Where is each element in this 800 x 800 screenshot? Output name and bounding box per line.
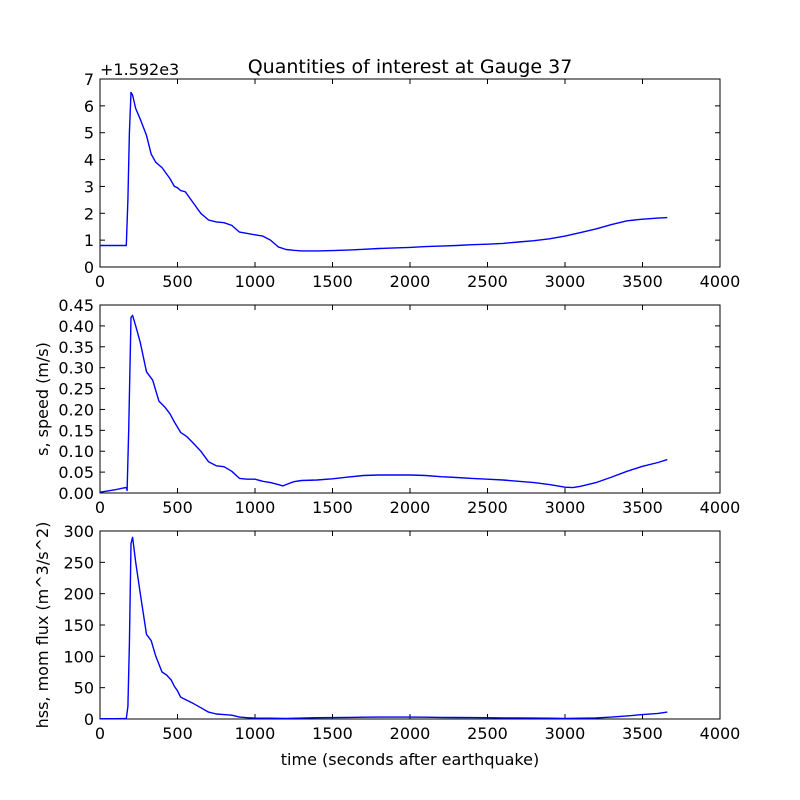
y-tick-label: 0.20	[58, 400, 94, 419]
chart-panel-1: 0 500 1000 1500 2000 2500 3000 3500 4000 0 1 2 3 4 5 6 7…	[84, 60, 741, 291]
y-tick-label: 0.25	[58, 380, 94, 399]
y-offset-label: +1.592e3	[100, 60, 179, 79]
x-tick-label: 1000	[235, 724, 276, 743]
y-tick-label: 300	[63, 522, 94, 541]
y-tick-label: 6	[84, 97, 94, 116]
x-tick-label: 2000	[390, 724, 431, 743]
y-tick-label: 0.30	[58, 359, 94, 378]
y-tick-label: 0	[84, 710, 94, 729]
x-tick-label: 4000	[700, 724, 741, 743]
y-tick-label: 0.45	[58, 296, 94, 315]
x-tick-label: 2500	[467, 724, 508, 743]
series-line	[100, 91, 668, 252]
plot-frame	[99, 530, 721, 720]
x-tick-label: 3000	[545, 272, 586, 291]
y-tick-label: 3	[84, 177, 94, 196]
y-tick-label: 4	[84, 151, 94, 170]
series-line	[100, 536, 668, 720]
x-tick-label: 0	[95, 498, 105, 517]
y-tick-label: 2	[84, 204, 94, 223]
x-tick-label: 3000	[545, 724, 586, 743]
y-tick-label: 0.10	[58, 442, 94, 461]
x-tick-label: 1500	[312, 272, 353, 291]
y-axis-label: s, speed (m/s)	[33, 342, 52, 456]
x-tick-label: 500	[162, 498, 193, 517]
y-tick-label: 0.05	[58, 463, 94, 482]
y-tick-label: 0.00	[58, 484, 94, 503]
y-tick-label: 50	[74, 679, 94, 698]
x-tick-label: 1500	[312, 498, 353, 517]
x-tick-label: 2000	[390, 498, 431, 517]
x-tick-label: 1000	[235, 272, 276, 291]
y-tick-label: 0	[84, 258, 94, 277]
y-tick-label: 0.35	[58, 338, 94, 357]
chart-panel-3: 0 500 1000 1500 2000 2500 3000 3500 4000 0 50 100 15…	[33, 522, 740, 769]
x-tick-label: 500	[162, 724, 193, 743]
x-tick-label: 3500	[622, 498, 663, 517]
x-tick-label: 2000	[390, 272, 431, 291]
y-axis-label: hss, mom flux (m^3/s^2)	[33, 522, 52, 729]
plot-frame	[99, 78, 721, 268]
x-tick-label: 3500	[622, 724, 663, 743]
y-tick-label: 0.40	[58, 317, 94, 336]
chart-panel-2: 0 500 1000 1500 2000 2500 3000 3500 4000 0.00 0.05…	[33, 296, 740, 517]
x-tick-label: 2500	[467, 272, 508, 291]
y-tick-label: 100	[63, 647, 94, 666]
x-tick-label: 1500	[312, 724, 353, 743]
x-tick-label: 0	[95, 272, 105, 291]
y-tick-label: 0.15	[58, 421, 94, 440]
x-tick-label: 3500	[622, 272, 663, 291]
x-tick-label: 2500	[467, 498, 508, 517]
y-tick-label: 250	[63, 553, 94, 572]
series-line	[99, 314, 668, 493]
x-tick-label: 4000	[700, 498, 741, 517]
x-tick-label: 500	[162, 272, 193, 291]
y-tick-label: 200	[63, 585, 94, 604]
y-tick-label: 1	[84, 231, 94, 250]
y-tick-label: 7	[84, 70, 94, 89]
plot-frame	[99, 304, 721, 494]
x-axis-label: time (seconds after earthquake)	[281, 750, 539, 769]
chart-title: Quantities of interest at Gauge 37	[248, 56, 573, 78]
x-tick-label: 4000	[700, 272, 741, 291]
chart-panels: 0 500 1000 1500 2000 2500 3000 3500 400001234567…	[33, 60, 740, 769]
x-tick-label: 3000	[545, 498, 586, 517]
y-tick-label: 5	[84, 124, 94, 143]
x-tick-label: 1000	[235, 498, 276, 517]
y-tick-label: 150	[63, 616, 94, 635]
x-tick-label: 0	[95, 724, 105, 743]
